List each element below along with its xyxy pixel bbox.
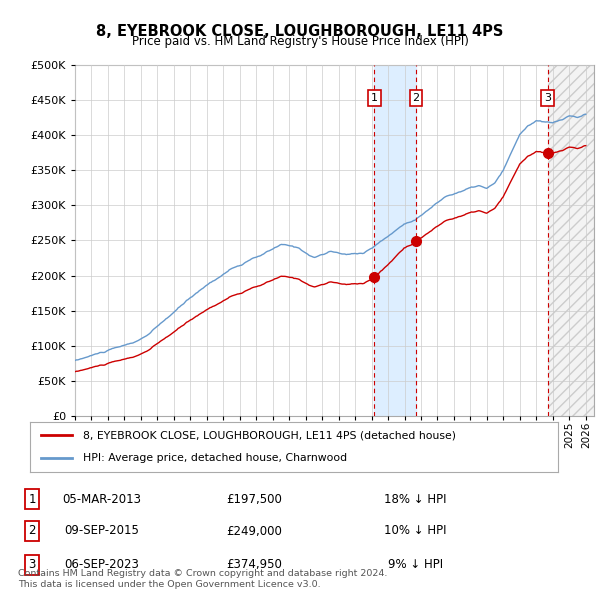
Text: HPI: Average price, detached house, Charnwood: HPI: Average price, detached house, Char… [83, 454, 347, 464]
Text: £374,950: £374,950 [226, 559, 282, 572]
Text: 8, EYEBROOK CLOSE, LOUGHBOROUGH, LE11 4PS (detached house): 8, EYEBROOK CLOSE, LOUGHBOROUGH, LE11 4P… [83, 430, 456, 440]
Text: 10% ↓ HPI: 10% ↓ HPI [384, 525, 446, 537]
Text: 1: 1 [371, 93, 378, 103]
Bar [548, 65, 594, 416]
Bar [548, 65, 594, 416]
Text: 2: 2 [28, 525, 36, 537]
Text: 06-SEP-2023: 06-SEP-2023 [64, 559, 139, 572]
Text: 8, EYEBROOK CLOSE, LOUGHBOROUGH, LE11 4PS: 8, EYEBROOK CLOSE, LOUGHBOROUGH, LE11 4P… [97, 24, 503, 38]
Text: 05-MAR-2013: 05-MAR-2013 [62, 493, 141, 506]
Text: £197,500: £197,500 [226, 493, 282, 506]
Text: 9% ↓ HPI: 9% ↓ HPI [388, 559, 443, 572]
Text: 3: 3 [544, 93, 551, 103]
Text: Price paid vs. HM Land Registry's House Price Index (HPI): Price paid vs. HM Land Registry's House … [131, 35, 469, 48]
Bar [374, 65, 416, 416]
Text: Contains HM Land Registry data © Crown copyright and database right 2024.
This d: Contains HM Land Registry data © Crown c… [18, 569, 388, 589]
Text: 3: 3 [28, 559, 36, 572]
Text: 2: 2 [412, 93, 419, 103]
Text: 1: 1 [28, 493, 36, 506]
Text: 18% ↓ HPI: 18% ↓ HPI [384, 493, 446, 506]
Text: £249,000: £249,000 [226, 525, 282, 537]
Text: 09-SEP-2015: 09-SEP-2015 [64, 525, 139, 537]
